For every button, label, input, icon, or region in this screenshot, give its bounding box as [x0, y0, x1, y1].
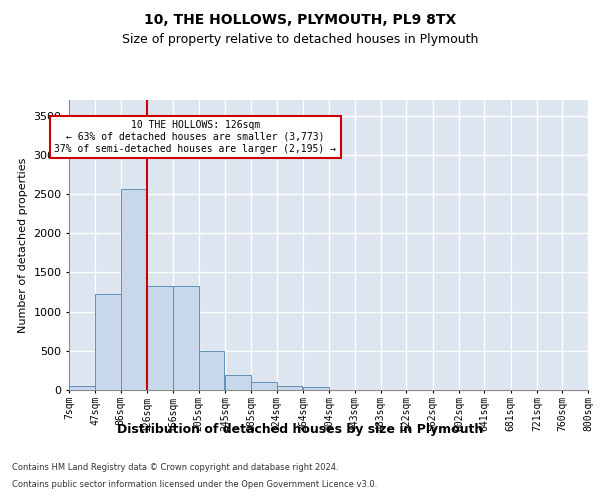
Bar — [121, 188, 146, 390]
Bar — [69, 386, 95, 390]
Text: Distribution of detached houses by size in Plymouth: Distribution of detached houses by size … — [117, 422, 483, 436]
Bar — [199, 351, 224, 390]
Bar — [251, 382, 277, 390]
Bar — [147, 286, 173, 390]
Text: Contains HM Land Registry data © Crown copyright and database right 2024.: Contains HM Land Registry data © Crown c… — [12, 464, 338, 472]
Text: 10, THE HOLLOWS, PLYMOUTH, PL9 8TX: 10, THE HOLLOWS, PLYMOUTH, PL9 8TX — [144, 12, 456, 26]
Bar — [95, 294, 121, 390]
Text: 10 THE HOLLOWS: 126sqm
← 63% of detached houses are smaller (3,773)
37% of semi-: 10 THE HOLLOWS: 126sqm ← 63% of detached… — [55, 120, 337, 154]
Bar — [225, 375, 251, 390]
Bar — [277, 386, 302, 390]
Text: Size of property relative to detached houses in Plymouth: Size of property relative to detached ho… — [122, 32, 478, 46]
Y-axis label: Number of detached properties: Number of detached properties — [17, 158, 28, 332]
Text: Contains public sector information licensed under the Open Government Licence v3: Contains public sector information licen… — [12, 480, 377, 489]
Bar — [173, 286, 199, 390]
Bar — [303, 387, 329, 390]
